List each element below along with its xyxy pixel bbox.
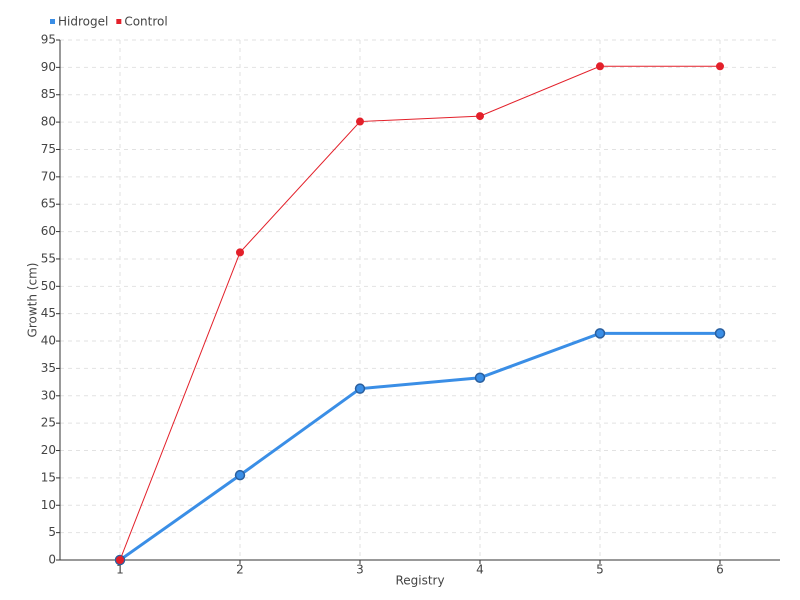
y-tick-label: 75 — [41, 142, 56, 156]
x-tick-label: 6 — [716, 563, 724, 577]
x-tick-label: 4 — [476, 563, 484, 577]
legend-label: Hidrogel — [58, 15, 108, 29]
y-tick-label: 50 — [41, 279, 56, 293]
data-point — [594, 328, 606, 339]
legend-label: Control — [124, 15, 167, 29]
y-tick-label: 95 — [41, 33, 56, 47]
y-tick-label: 80 — [41, 115, 56, 129]
y-tick-label: 0 — [48, 553, 56, 567]
y-tick-label: 65 — [41, 197, 56, 211]
y-tick-label: 45 — [41, 306, 56, 320]
series-line — [119, 65, 720, 561]
y-tick-label: 20 — [41, 443, 56, 457]
series-line — [119, 331, 720, 562]
legend-marker — [50, 19, 55, 24]
x-tick-label: 3 — [356, 563, 364, 577]
data-point — [354, 383, 366, 394]
x-tick-label: 2 — [236, 563, 244, 577]
y-tick-label: 35 — [41, 361, 56, 375]
data-point — [236, 248, 244, 257]
data-point — [356, 117, 364, 126]
y-tick-label: 10 — [41, 498, 56, 512]
y-tick-label: 60 — [41, 224, 56, 238]
data-point — [234, 469, 246, 481]
y-tick-label: 30 — [41, 388, 56, 402]
data-point — [716, 62, 724, 71]
data-point — [116, 556, 124, 564]
y-tick-label: 90 — [41, 60, 56, 74]
y-tick-label: 40 — [41, 334, 56, 348]
x-axis-label: Registry — [395, 574, 444, 588]
y-tick-label: 55 — [41, 251, 56, 265]
data-point — [714, 328, 726, 339]
legend-marker — [116, 19, 122, 24]
y-tick-label: 15 — [41, 470, 56, 484]
data-point — [476, 112, 484, 121]
x-tick-label: 1 — [116, 563, 124, 577]
x-tick-label: 5 — [596, 563, 604, 577]
data-point — [474, 372, 486, 383]
y-tick-label: 25 — [41, 416, 56, 430]
data-point — [596, 62, 604, 71]
y-tick-label: 70 — [41, 169, 56, 183]
y-tick-label: 5 — [48, 525, 56, 539]
y-tick-label: 85 — [41, 87, 56, 101]
y-axis-label: Growth (cm) — [26, 263, 40, 338]
